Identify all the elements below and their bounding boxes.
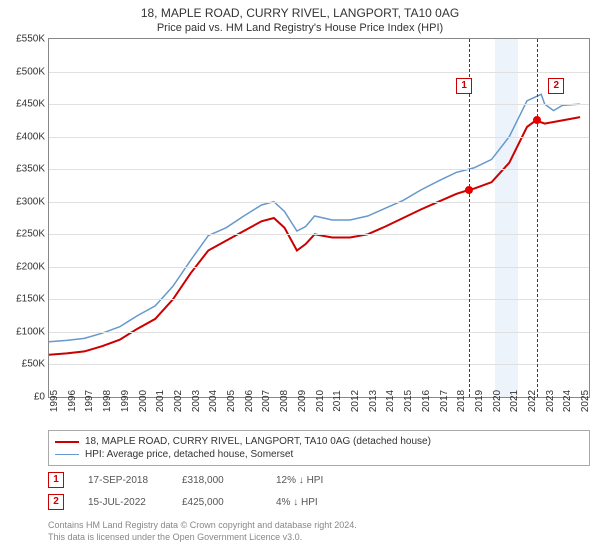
x-tick-label: 1995 (49, 390, 60, 412)
x-tick-label: 1997 (84, 390, 95, 412)
legend-label: 18, MAPLE ROAD, CURRY RIVEL, LANGPORT, T… (85, 436, 431, 447)
legend-swatch (55, 441, 79, 443)
x-tick-label: 2009 (297, 390, 308, 412)
sale-date: 15-JUL-2022 (88, 497, 158, 508)
x-tick-label: 2006 (244, 390, 255, 412)
x-tick-label: 2024 (562, 390, 573, 412)
legend-swatch (55, 454, 79, 455)
y-tick-label: £500K (16, 66, 45, 77)
y-tick-label: £250K (16, 229, 45, 240)
x-tick-label: 1998 (102, 390, 113, 412)
x-tick-label: 2019 (474, 390, 485, 412)
x-tick-label: 2003 (191, 390, 202, 412)
y-tick-label: £200K (16, 261, 45, 272)
x-tick-label: 2000 (138, 390, 149, 412)
x-tick-label: 2008 (279, 390, 290, 412)
sale-marker-line (537, 39, 538, 397)
x-tick-label: 2016 (421, 390, 432, 412)
x-tick-label: 2011 (332, 390, 343, 412)
sale-price: £425,000 (182, 497, 252, 508)
x-tick-label: 2021 (509, 390, 520, 412)
legend-row: 18, MAPLE ROAD, CURRY RIVEL, LANGPORT, T… (55, 435, 583, 448)
gridline (49, 234, 589, 235)
sale-marker-box: 1 (456, 78, 472, 94)
x-tick-label: 2020 (492, 390, 503, 412)
sales-table: 1 17-SEP-2018 £318,000 12% ↓ HPI 2 15-JUL-202… (0, 472, 600, 510)
gridline (49, 332, 589, 333)
x-tick-label: 2015 (403, 390, 414, 412)
y-tick-label: £400K (16, 131, 45, 142)
sale-marker-dot (465, 186, 473, 194)
x-tick-label: 1996 (67, 390, 78, 412)
x-tick-label: 2010 (315, 390, 326, 412)
y-tick-label: £350K (16, 164, 45, 175)
chart-lines-svg (49, 39, 589, 397)
gridline (49, 72, 589, 73)
chart-title: 18, MAPLE ROAD, CURRY RIVEL, LANGPORT, T… (0, 0, 600, 20)
footer-line-2: This data is licensed under the Open Gov… (48, 532, 590, 544)
gridline (49, 202, 589, 203)
gridline (49, 169, 589, 170)
series-hpi (49, 94, 580, 341)
gridline (49, 104, 589, 105)
legend-label: HPI: Average price, detached house, Some… (85, 449, 293, 460)
x-tick-label: 2005 (226, 390, 237, 412)
chart-footer: Contains HM Land Registry data © Crown c… (48, 520, 590, 543)
sale-number-box: 1 (48, 472, 64, 488)
sale-row: 2 15-JUL-2022 £425,000 4% ↓ HPI (48, 494, 590, 510)
x-tick-label: 2007 (261, 390, 272, 412)
sale-marker-dot (533, 116, 541, 124)
y-tick-label: £450K (16, 99, 45, 110)
x-tick-label: 1999 (120, 390, 131, 412)
series-property (49, 117, 580, 355)
x-tick-label: 2023 (545, 390, 556, 412)
y-tick-label: £550K (16, 34, 45, 45)
chart-subtitle: Price paid vs. HM Land Registry's House … (0, 20, 600, 38)
x-tick-label: 2012 (350, 390, 361, 412)
chart-plot-area: £0£50K£100K£150K£200K£250K£300K£350K£400… (48, 38, 590, 398)
x-tick-label: 2004 (208, 390, 219, 412)
x-tick-label: 2014 (385, 390, 396, 412)
sale-date: 17-SEP-2018 (88, 475, 158, 486)
sale-price: £318,000 (182, 475, 252, 486)
sale-delta: 4% ↓ HPI (276, 497, 346, 508)
x-tick-label: 2017 (439, 390, 450, 412)
y-tick-label: £0 (34, 392, 45, 403)
x-tick-label: 2001 (155, 390, 166, 412)
sale-number-box: 2 (48, 494, 64, 510)
chart-legend: 18, MAPLE ROAD, CURRY RIVEL, LANGPORT, T… (48, 430, 590, 466)
gridline (49, 299, 589, 300)
x-tick-label: 2013 (368, 390, 379, 412)
sale-marker-box: 2 (548, 78, 564, 94)
footer-line-1: Contains HM Land Registry data © Crown c… (48, 520, 590, 532)
y-tick-label: £50K (22, 359, 45, 370)
gridline (49, 364, 589, 365)
x-tick-label: 2025 (580, 390, 591, 412)
x-tick-label: 2018 (456, 390, 467, 412)
sale-row: 1 17-SEP-2018 £318,000 12% ↓ HPI (48, 472, 590, 488)
gridline (49, 137, 589, 138)
gridline (49, 267, 589, 268)
y-tick-label: £150K (16, 294, 45, 305)
y-tick-label: £100K (16, 326, 45, 337)
x-tick-label: 2002 (173, 390, 184, 412)
y-tick-label: £300K (16, 196, 45, 207)
legend-row: HPI: Average price, detached house, Some… (55, 448, 583, 461)
sale-delta: 12% ↓ HPI (276, 475, 346, 486)
